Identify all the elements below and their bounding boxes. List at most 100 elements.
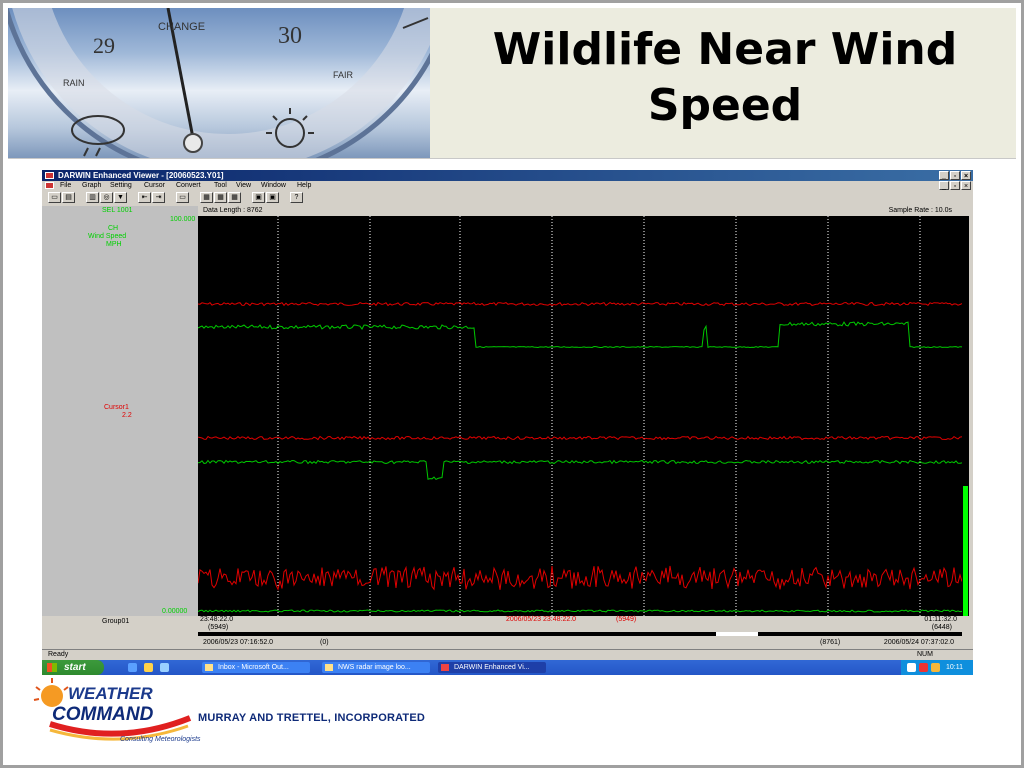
export-icon[interactable]: ▣ xyxy=(266,192,279,203)
barometer-label-change: CHANGE xyxy=(158,21,205,33)
y-min-label: 0.00000 xyxy=(162,608,188,615)
logo-word-weather: WEATHER xyxy=(68,684,153,703)
tray-network-icon[interactable] xyxy=(907,663,916,672)
tray-antivirus-icon[interactable] xyxy=(919,663,928,672)
folder-icon[interactable] xyxy=(144,663,153,672)
barometer-label-30: 30 xyxy=(278,23,302,49)
graph3-icon[interactable]: ▦ xyxy=(228,192,241,203)
menu-convert[interactable]: Convert xyxy=(176,182,201,189)
graph1-icon[interactable]: ▦ xyxy=(200,192,213,203)
start-button[interactable]: start xyxy=(42,660,104,675)
menu-window[interactable]: Window xyxy=(261,182,286,189)
axis-cursor-time: 2006/05/23 23:48:22.0 xyxy=(506,616,577,623)
tray-update-icon[interactable] xyxy=(931,663,940,672)
print-icon[interactable]: ▤ xyxy=(62,192,75,203)
darwin-icon xyxy=(441,664,449,671)
copy-icon[interactable]: ▥ xyxy=(86,192,99,203)
range-start-time: 2006/05/23 07:16:52.0 xyxy=(203,639,274,646)
time-scrollbar[interactable] xyxy=(198,632,962,636)
axis-right-index: (6448) xyxy=(931,624,952,631)
range-end-index: (8761) xyxy=(820,639,841,646)
clock: 10:11 xyxy=(946,664,963,671)
level-fill xyxy=(963,486,968,616)
save-icon[interactable]: ▣ xyxy=(252,192,265,203)
doc-close-button[interactable]: × xyxy=(961,181,971,190)
help-icon[interactable]: ? xyxy=(290,192,303,203)
time-axis: 23:48:22.0 (5949) 2006/05/23 23:48:22.0 … xyxy=(198,616,962,638)
app-icon xyxy=(45,172,54,179)
channel-desc: Wind Speed xyxy=(88,233,127,240)
trace-green-3 xyxy=(197,609,963,613)
axis-right-time: 01:11:32.0 xyxy=(924,616,957,623)
barometer-label-fair: FAIR xyxy=(333,70,354,80)
axis-left-time: 23:48:22.0 xyxy=(200,616,234,623)
menu-graph[interactable]: Graph xyxy=(82,182,102,189)
range-info: 2006/05/23 07:16:52.0 (0) (8761) 2006/05… xyxy=(198,638,962,648)
menubar: File Graph Setting Cursor Convert Tool V… xyxy=(42,181,973,191)
menu-setting[interactable]: Setting xyxy=(110,182,132,189)
menu-file[interactable]: File xyxy=(60,182,72,189)
range-start-index: (0) xyxy=(320,639,329,646)
task-nws-label: NWS radar image loo... xyxy=(338,664,411,671)
divider xyxy=(8,158,1016,159)
zoom-in-icon[interactable]: ⇥ xyxy=(152,192,165,203)
menu-cursor[interactable]: Cursor xyxy=(144,182,166,189)
logo-word-command: COMMAND xyxy=(52,704,154,725)
task-darwin-label: DARWIN Enhanced Vi... xyxy=(454,664,530,671)
weather-command-logo xyxy=(30,676,200,752)
system-tray: 10:11 xyxy=(901,660,973,675)
task-nws[interactable]: NWS radar image loo... xyxy=(322,662,430,673)
range-end-time: 2006/05/24 07:37:02.0 xyxy=(883,639,954,646)
axis-left-index: (5949) xyxy=(208,624,229,631)
scroll-thumb[interactable] xyxy=(716,632,758,636)
data-length: Data Length : 8762 xyxy=(203,207,263,214)
refresh-icon[interactable]: ◎ xyxy=(100,192,113,203)
desktop-icon[interactable] xyxy=(160,663,169,672)
start-label: start xyxy=(64,662,86,673)
close-button[interactable]: × xyxy=(961,171,971,180)
level-bar xyxy=(962,216,969,616)
browser-icon xyxy=(325,664,333,671)
darwin-window: DARWIN Enhanced Viewer - [20060523.Y01] … xyxy=(42,170,973,675)
menu-view[interactable]: View xyxy=(236,182,252,189)
toolbar: ▭ ▤ ▥ ◎ ▼ ⇤ ⇥ ▭ ▦ ▦ ▦ ▣ ▣ ? xyxy=(42,191,973,204)
slide-title: Wildlife Near Wind Speed xyxy=(492,24,958,131)
axis-cursor-index: (5949) xyxy=(616,616,637,623)
filter-icon[interactable]: ▼ xyxy=(114,192,127,203)
channel-label: CH xyxy=(108,225,119,232)
task-inbox[interactable]: Inbox - Microsoft Out... xyxy=(202,662,310,673)
trace-red-1 xyxy=(197,301,963,307)
channel-panel: SEL 1001 100.000 CH Wind Speed MPH Curso… xyxy=(42,206,198,625)
menu-tool[interactable]: Tool xyxy=(214,182,227,189)
taskbar: start Inbox - Microsoft Out... NWS radar… xyxy=(42,660,973,675)
menu-help[interactable]: Help xyxy=(297,182,312,189)
trace-green-1 xyxy=(197,321,963,349)
plot-area[interactable] xyxy=(197,216,963,616)
y-max-label: 100.000 xyxy=(170,216,196,223)
graph2-icon[interactable]: ▦ xyxy=(214,192,227,203)
task-darwin[interactable]: DARWIN Enhanced Vi... xyxy=(438,662,546,673)
doc-minimize-button[interactable]: _ xyxy=(939,181,949,190)
window-titlebar[interactable]: DARWIN Enhanced Viewer - [20060523.Y01] … xyxy=(42,170,973,181)
restore-button[interactable]: ▫ xyxy=(950,171,960,180)
barometer-label-29: 29 xyxy=(93,33,115,58)
channel-unit: MPH xyxy=(106,241,122,248)
cloud-rain-icon xyxy=(71,115,125,157)
window-title: DARWIN Enhanced Viewer - [20060523.Y01] xyxy=(58,171,224,180)
barometer-label-rain: RAIN xyxy=(63,78,85,88)
doc-restore-button[interactable]: ▫ xyxy=(950,181,960,190)
outlook-icon xyxy=(205,664,213,671)
barometer-image: CHANGE 29 30 RAIN FAIR xyxy=(8,8,430,158)
sensor-id: SEL 1001 xyxy=(102,207,133,214)
logo-tagline: Consulting Meteorologists xyxy=(120,736,201,743)
open-icon[interactable]: ▭ xyxy=(48,192,61,203)
fit-icon[interactable]: ▭ xyxy=(176,192,189,203)
plot-infobar: Data Length : 8762 Sample Rate : 10.0s xyxy=(198,206,962,216)
status-num: NUM xyxy=(917,651,933,658)
trace-red-3 xyxy=(197,565,963,591)
zoom-out-icon[interactable]: ⇤ xyxy=(138,192,151,203)
sun-icon xyxy=(266,108,314,148)
minimize-button[interactable]: _ xyxy=(939,171,949,180)
ie-icon[interactable] xyxy=(128,663,137,672)
